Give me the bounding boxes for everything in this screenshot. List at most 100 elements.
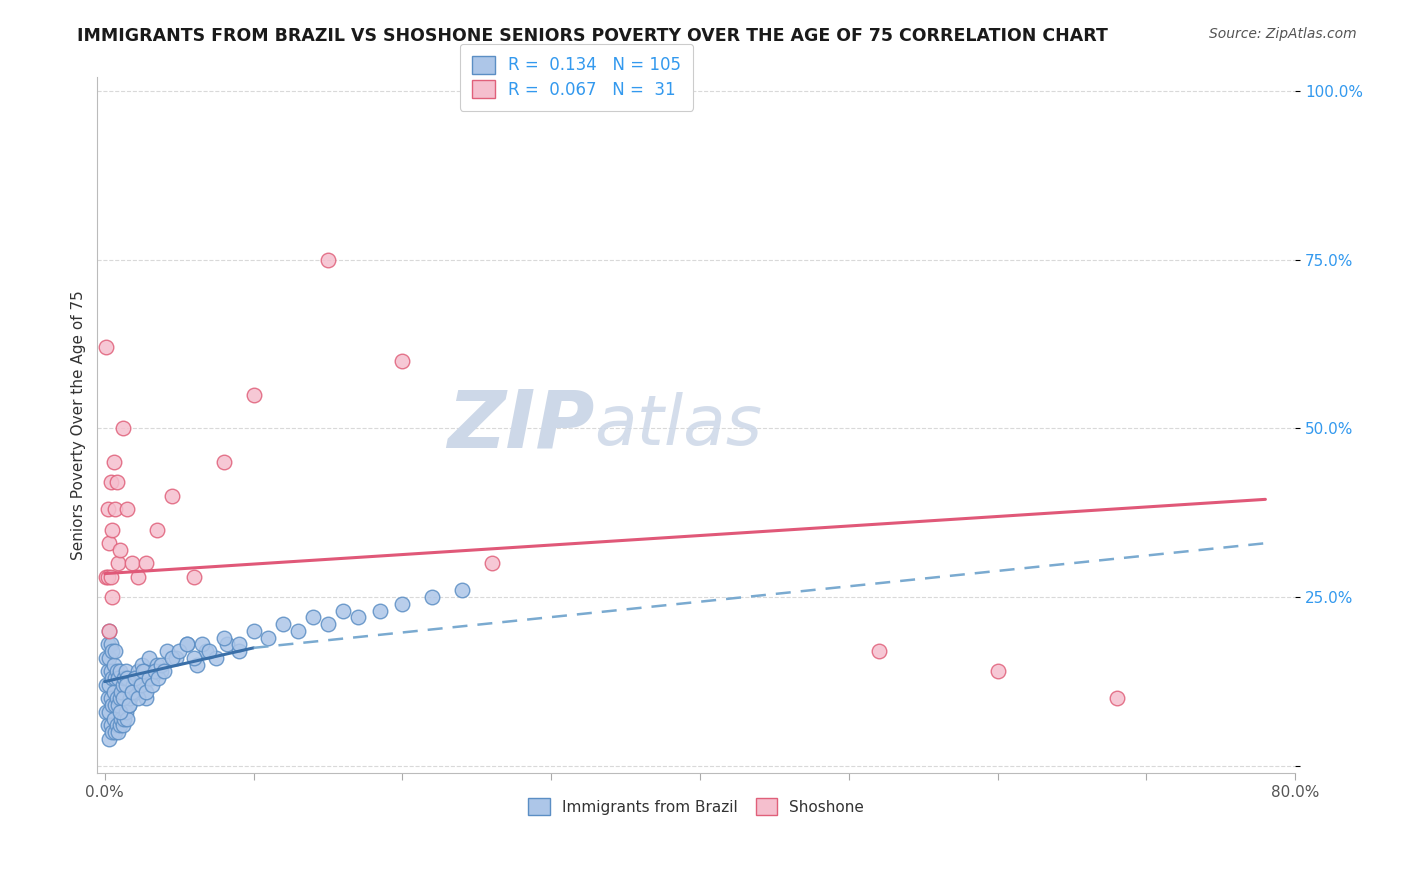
Point [97,718,120,732]
Text: IMMIGRANTS FROM BRAZIL VS SHOSHONE SENIORS POVERTY OVER THE AGE OF 75 CORRELATIO: IMMIGRANTS FROM BRAZIL VS SHOSHONE SENIO… [77,27,1108,45]
Point [146,523,169,537]
Point [124,671,146,685]
Point [110,712,132,726]
Point [391,597,413,611]
Point [96,651,118,665]
Point [101,725,124,739]
Point [124,671,146,685]
Point [105,665,128,679]
Point [160,651,183,665]
Point [138,651,160,665]
Point [111,718,134,732]
Point [111,421,134,435]
Point [150,657,173,672]
Point [183,570,205,584]
Point [120,691,142,706]
Point [103,455,125,469]
Point [125,684,148,698]
Point [114,665,136,679]
Point [104,671,127,685]
Text: ZIP: ZIP [447,386,595,464]
Point [115,671,138,685]
Point [228,638,250,652]
Point [108,665,131,679]
Point [212,631,235,645]
Point [165,651,187,665]
Point [96,678,118,692]
Point [104,502,127,516]
Point [176,638,198,652]
Point [108,718,131,732]
Point [346,610,368,624]
Point [121,684,143,698]
Point [121,557,143,571]
Text: Source: ZipAtlas.com: Source: ZipAtlas.com [1209,27,1357,41]
Point [148,671,170,685]
Point [114,678,136,692]
Point [167,644,190,658]
Point [101,591,124,605]
Point [107,557,129,571]
Point [420,591,443,605]
Point [127,691,149,706]
Point [107,725,129,739]
Point [98,536,121,550]
Point [128,678,150,692]
Point [111,691,134,706]
Point [146,657,169,672]
Point [1105,691,1128,706]
Point [105,718,128,732]
Point [108,543,131,558]
Point [135,691,157,706]
Point [316,617,339,632]
Point [135,557,157,571]
Point [101,523,124,537]
Point [194,644,217,658]
Point [332,604,354,618]
Point [100,665,122,679]
Point [96,705,118,719]
Point [176,638,198,652]
Point [127,665,149,679]
Point [108,705,131,719]
Point [302,610,325,624]
Point [115,502,138,516]
Point [481,557,503,571]
Legend: Immigrants from Brazil, Shoshone: Immigrants from Brazil, Shoshone [519,789,873,824]
Point [135,684,157,698]
Point [112,712,135,726]
Point [287,624,309,638]
Point [97,638,120,652]
Point [190,638,212,652]
Point [104,725,127,739]
Point [96,341,118,355]
Point [100,638,122,652]
Point [101,671,124,685]
Point [101,698,124,713]
Point [198,644,221,658]
Y-axis label: Seniors Poverty Over the Age of 75: Seniors Poverty Over the Age of 75 [72,290,86,560]
Point [273,617,295,632]
Point [105,691,128,706]
Point [129,678,152,692]
Point [131,657,153,672]
Point [141,678,163,692]
Point [141,671,163,685]
Point [242,624,264,638]
Point [868,644,890,658]
Point [101,644,124,658]
Point [114,705,136,719]
Point [100,570,122,584]
Point [98,705,121,719]
Point [132,665,155,679]
Point [103,712,125,726]
Point [145,665,167,679]
Point [138,671,160,685]
Point [316,252,339,267]
Point [127,570,149,584]
Point [212,455,235,469]
Point [112,671,135,685]
Point [391,354,413,368]
Point [111,678,134,692]
Point [100,475,122,490]
